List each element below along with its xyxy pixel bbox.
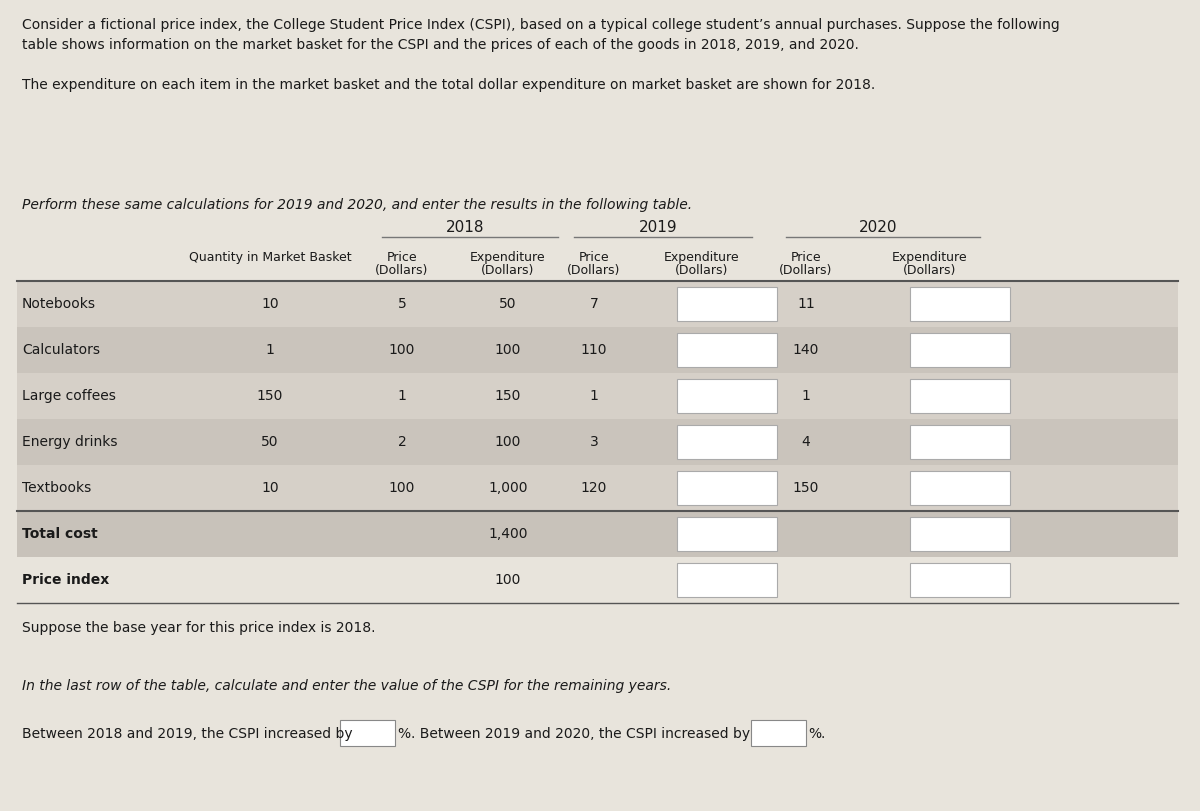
Text: 140: 140 bbox=[793, 343, 820, 357]
Text: 1: 1 bbox=[589, 389, 599, 403]
Text: Suppose the base year for this price index is 2018.: Suppose the base year for this price ind… bbox=[22, 621, 376, 635]
Text: Expenditure: Expenditure bbox=[470, 251, 546, 264]
Bar bbox=[910, 471, 1010, 505]
Text: 150: 150 bbox=[257, 389, 283, 403]
Bar bbox=[17, 327, 1178, 373]
Bar bbox=[910, 379, 1010, 413]
Text: (Dollars): (Dollars) bbox=[376, 264, 428, 277]
Text: (Dollars): (Dollars) bbox=[481, 264, 535, 277]
Text: 100: 100 bbox=[494, 573, 521, 587]
Text: 1,400: 1,400 bbox=[488, 527, 528, 541]
Text: 100: 100 bbox=[494, 435, 521, 449]
Text: Perform these same calculations for 2019 and 2020, and enter the results in the : Perform these same calculations for 2019… bbox=[22, 198, 692, 212]
Text: Expenditure: Expenditure bbox=[892, 251, 968, 264]
Bar bbox=[910, 517, 1010, 551]
Text: 100: 100 bbox=[494, 343, 521, 357]
Bar bbox=[17, 465, 1178, 511]
Text: (Dollars): (Dollars) bbox=[676, 264, 728, 277]
Text: 5: 5 bbox=[397, 297, 407, 311]
Text: Price index: Price index bbox=[22, 573, 109, 587]
Text: Notebooks: Notebooks bbox=[22, 297, 96, 311]
Text: Quantity in Market Basket: Quantity in Market Basket bbox=[188, 251, 352, 264]
Text: Total cost: Total cost bbox=[22, 527, 97, 541]
Text: 7: 7 bbox=[589, 297, 599, 311]
Bar bbox=[677, 425, 778, 459]
Text: 100: 100 bbox=[389, 481, 415, 495]
Text: %: % bbox=[397, 727, 410, 741]
Text: 11: 11 bbox=[797, 297, 815, 311]
Text: 1: 1 bbox=[397, 389, 407, 403]
Text: 1: 1 bbox=[802, 389, 810, 403]
Text: Between 2018 and 2019, the CSPI increased by: Between 2018 and 2019, the CSPI increase… bbox=[22, 727, 353, 741]
Text: 110: 110 bbox=[581, 343, 607, 357]
Text: Expenditure: Expenditure bbox=[664, 251, 740, 264]
Text: Price: Price bbox=[791, 251, 821, 264]
Text: (Dollars): (Dollars) bbox=[568, 264, 620, 277]
Text: In the last row of the table, calculate and enter the value of the CSPI for the : In the last row of the table, calculate … bbox=[22, 679, 671, 693]
Bar bbox=[340, 720, 395, 746]
Bar bbox=[677, 287, 778, 321]
Bar bbox=[17, 281, 1178, 327]
Text: Price: Price bbox=[578, 251, 610, 264]
Text: Textbooks: Textbooks bbox=[22, 481, 91, 495]
Text: 50: 50 bbox=[262, 435, 278, 449]
Text: .: . bbox=[820, 727, 824, 741]
Text: 1,000: 1,000 bbox=[488, 481, 528, 495]
Text: 2018: 2018 bbox=[445, 220, 485, 235]
Text: 120: 120 bbox=[581, 481, 607, 495]
Text: . Between 2019 and 2020, the CSPI increased by: . Between 2019 and 2020, the CSPI increa… bbox=[410, 727, 750, 741]
Text: 150: 150 bbox=[494, 389, 521, 403]
Bar bbox=[677, 379, 778, 413]
Text: 50: 50 bbox=[499, 297, 517, 311]
Text: table shows information on the market basket for the CSPI and the prices of each: table shows information on the market ba… bbox=[22, 38, 859, 52]
Bar bbox=[677, 471, 778, 505]
Text: 3: 3 bbox=[589, 435, 599, 449]
Bar bbox=[910, 425, 1010, 459]
Text: (Dollars): (Dollars) bbox=[779, 264, 833, 277]
Text: 2020: 2020 bbox=[859, 220, 898, 235]
Text: 150: 150 bbox=[793, 481, 820, 495]
Text: Calculators: Calculators bbox=[22, 343, 100, 357]
Text: Energy drinks: Energy drinks bbox=[22, 435, 118, 449]
Bar bbox=[677, 333, 778, 367]
Text: 1: 1 bbox=[265, 343, 275, 357]
Text: 4: 4 bbox=[802, 435, 810, 449]
Bar bbox=[751, 720, 806, 746]
Bar bbox=[910, 563, 1010, 597]
Bar bbox=[677, 517, 778, 551]
Text: %: % bbox=[808, 727, 821, 741]
Bar bbox=[17, 511, 1178, 557]
Text: (Dollars): (Dollars) bbox=[904, 264, 956, 277]
Text: 100: 100 bbox=[389, 343, 415, 357]
Text: 10: 10 bbox=[262, 297, 278, 311]
Text: Price: Price bbox=[386, 251, 418, 264]
Bar bbox=[17, 419, 1178, 465]
Text: Large coffees: Large coffees bbox=[22, 389, 116, 403]
Bar bbox=[677, 563, 778, 597]
Bar bbox=[17, 373, 1178, 419]
Text: 2019: 2019 bbox=[638, 220, 677, 235]
Bar bbox=[910, 287, 1010, 321]
Bar bbox=[910, 333, 1010, 367]
Text: Consider a fictional price index, the College Student Price Index (CSPI), based : Consider a fictional price index, the Co… bbox=[22, 18, 1060, 32]
Text: 2: 2 bbox=[397, 435, 407, 449]
Text: The expenditure on each item in the market basket and the total dollar expenditu: The expenditure on each item in the mark… bbox=[22, 78, 875, 92]
Text: 10: 10 bbox=[262, 481, 278, 495]
